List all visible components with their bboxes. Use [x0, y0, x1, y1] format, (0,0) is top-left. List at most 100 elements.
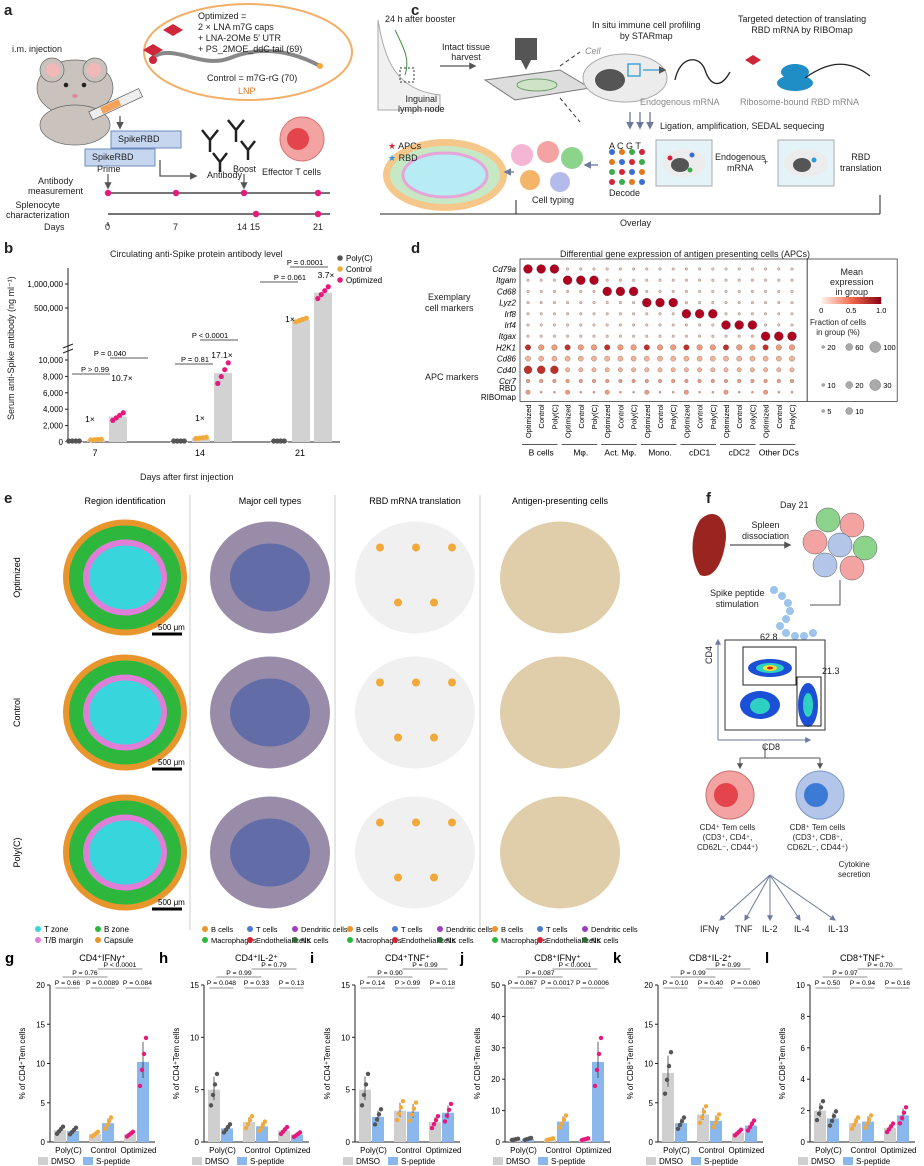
f-il2: IL-2	[762, 924, 778, 934]
d-dot	[552, 379, 557, 383]
d-dot	[668, 297, 678, 308]
j-point	[594, 1067, 600, 1073]
c-plus: +	[763, 157, 769, 167]
d-dot	[790, 289, 794, 293]
l-point	[899, 1115, 905, 1121]
d-colorbar-tick: 1.0	[876, 306, 886, 315]
d-dot	[605, 312, 609, 316]
d-dot	[658, 323, 662, 327]
d-dot	[564, 344, 571, 351]
b-xtick-label: 14	[195, 448, 205, 458]
b-legend-marker	[337, 277, 343, 283]
g-pval: P = 0.76	[72, 970, 98, 977]
e-tcell-core	[230, 678, 310, 747]
panel-label-l: l	[765, 950, 769, 967]
k-point	[745, 1128, 751, 1133]
panel-label-i: i	[310, 950, 314, 967]
d-colorbar-tick: 0.5	[846, 306, 856, 315]
d-dot	[553, 391, 556, 394]
b-ytick-label: 0	[59, 438, 64, 447]
d-dot	[539, 301, 543, 305]
d-dot	[698, 391, 701, 394]
f-gate1-pct: 62.8	[760, 632, 778, 642]
i-point	[433, 1117, 439, 1123]
d-dot	[737, 301, 741, 305]
d-dot	[562, 275, 573, 285]
mrna-cap-icon	[143, 24, 183, 56]
d-dot	[579, 334, 583, 338]
h-ytick-label: 0	[195, 1138, 200, 1147]
l-xtick-label: Poly(C)	[815, 1146, 842, 1155]
d-title: Differential gene expression of antigen …	[560, 249, 810, 259]
d-dot	[711, 301, 715, 305]
e-legend2-label: NK cells	[301, 936, 329, 945]
e-rbd-spot	[376, 543, 384, 552]
e-row-label: Optimized	[12, 557, 22, 598]
j-point	[596, 1051, 602, 1057]
d-gene-label: Itgax	[499, 332, 517, 341]
g-legend-speptide-swatch	[83, 1157, 93, 1165]
g-point	[104, 1122, 110, 1128]
d-dot	[737, 289, 741, 293]
d-dot	[566, 267, 570, 271]
l-pval: P = 0.16	[885, 980, 911, 987]
e-legend2-marker	[347, 937, 353, 943]
e-row-label: Control	[12, 698, 22, 727]
g-ylabel: % of CD4⁺Tem cells	[18, 1028, 27, 1100]
d-dot	[539, 289, 543, 293]
i-point	[394, 1117, 400, 1123]
d-dot	[592, 391, 596, 394]
h-point	[208, 1103, 214, 1108]
h-point	[260, 1122, 266, 1127]
k-point	[703, 1104, 709, 1109]
panel-label-f: f	[706, 490, 711, 507]
j-ytick-label: 10	[491, 1107, 500, 1116]
d-gene-label: Lyz2	[499, 299, 516, 308]
h-bar	[278, 1130, 290, 1142]
l-pval: P = 0.50	[815, 980, 841, 987]
f-tnf: TNF	[735, 924, 753, 934]
d-condition-label: Control	[656, 404, 665, 429]
d-dot	[684, 379, 689, 383]
j-ytick-label: 20	[491, 1075, 500, 1084]
b-fold-label: 3.7×	[318, 270, 335, 280]
f-day-label: Day 21	[780, 500, 809, 510]
e-col-header: Major cell types	[239, 496, 302, 506]
e-col-header: RBD mRNA translation	[369, 496, 461, 506]
d-size-label: 100	[883, 343, 896, 352]
e-legend2-label: B cells	[501, 925, 523, 934]
d-condition-label: Optimized	[762, 404, 771, 438]
d-dot	[724, 278, 728, 282]
i-point	[361, 1092, 367, 1098]
b-axis-break	[62, 343, 74, 354]
b-point	[322, 288, 328, 294]
d-dot	[684, 334, 688, 338]
i-point	[409, 1112, 415, 1117]
k-point	[747, 1124, 753, 1130]
i-ylabel: % of CD4⁺Tem cells	[323, 1028, 332, 1100]
d-dot	[565, 367, 570, 373]
f-cytokine-label: Cytokine secretion	[838, 860, 871, 879]
d-dot	[566, 312, 570, 316]
i-point	[446, 1107, 452, 1112]
d-dot	[643, 344, 650, 351]
prime-label: Prime	[97, 164, 121, 174]
b-pval: P = 0.81	[181, 355, 209, 364]
d-dot	[536, 264, 546, 274]
g-point	[141, 1051, 147, 1057]
d-dot	[645, 278, 649, 282]
d-dot	[696, 344, 703, 351]
l-point	[820, 1098, 826, 1104]
d-dot	[736, 367, 742, 373]
i-pval: P = 0.90	[377, 970, 403, 977]
d-dot	[602, 286, 612, 297]
d-dot	[763, 389, 768, 395]
d-dot	[671, 379, 676, 383]
d-dot	[549, 264, 560, 274]
l-point	[903, 1105, 909, 1110]
d-dot	[760, 331, 771, 341]
b-point	[222, 367, 228, 373]
b-xlabel: Days after first injection	[140, 472, 234, 482]
b-point	[315, 295, 321, 302]
d-dot	[776, 355, 782, 362]
